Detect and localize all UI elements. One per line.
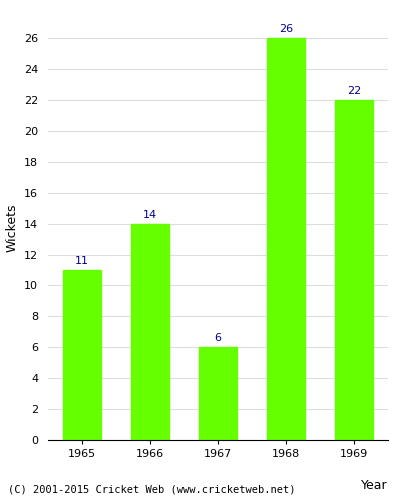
Text: Year: Year	[361, 479, 388, 492]
Bar	[131, 224, 169, 440]
Y-axis label: Wickets: Wickets	[6, 203, 18, 252]
Text: 22: 22	[347, 86, 361, 96]
Text: (C) 2001-2015 Cricket Web (www.cricketweb.net): (C) 2001-2015 Cricket Web (www.cricketwe…	[8, 485, 296, 495]
Bar	[335, 100, 372, 440]
Text: 26: 26	[279, 24, 293, 34]
Text: 11: 11	[75, 256, 89, 266]
Text: 14: 14	[143, 210, 157, 220]
Bar	[199, 348, 237, 440]
Text: 6: 6	[214, 334, 222, 344]
Bar	[64, 270, 101, 440]
Bar	[267, 38, 305, 440]
